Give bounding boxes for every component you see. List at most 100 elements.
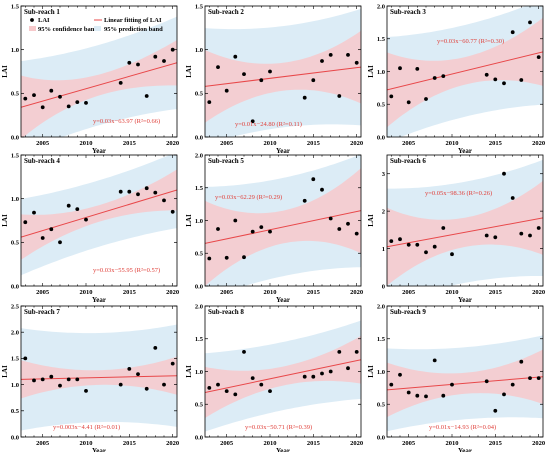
data-point xyxy=(510,196,515,200)
data-point xyxy=(536,226,541,230)
plot-area xyxy=(387,159,543,286)
data-point xyxy=(268,229,272,234)
fit-equation: y=0.03x−62.29 (R²=0.29) xyxy=(215,194,282,201)
data-point xyxy=(153,346,158,350)
y-tick-label: 1.5 xyxy=(11,3,20,10)
data-point xyxy=(40,377,45,382)
plot-frame xyxy=(386,154,544,287)
data-point xyxy=(398,66,402,71)
y-tick-label: 0.0 xyxy=(11,134,19,141)
data-point xyxy=(127,60,132,65)
data-point xyxy=(268,389,272,393)
x-tick-label: 2005 xyxy=(402,289,416,296)
data-point xyxy=(207,386,212,390)
panel-sub-reach-9: 0.0 0.5 1.0 1.5 2.0 2005 2010 2015 2020 Year LAI Su… xyxy=(367,303,545,452)
x-tick-label: 2010 xyxy=(80,140,93,147)
data-point xyxy=(58,94,62,99)
data-point xyxy=(136,192,140,197)
data-point xyxy=(40,236,45,240)
data-point xyxy=(528,376,532,380)
data-point xyxy=(84,389,88,393)
y-tick-label: 1.0 xyxy=(195,218,203,225)
data-point xyxy=(224,88,229,93)
plot-area xyxy=(205,8,361,137)
data-point xyxy=(441,74,446,78)
y-axis-label: LAI xyxy=(1,365,9,378)
data-point xyxy=(328,369,333,374)
data-point xyxy=(170,47,175,52)
x-tick-label: 2015 xyxy=(307,289,321,296)
panel-title: Sub-reach 2 xyxy=(208,8,244,16)
data-point xyxy=(118,189,123,194)
data-point xyxy=(302,95,307,100)
data-point xyxy=(49,88,54,93)
y-axis-label: LAI xyxy=(185,365,193,378)
x-tick-label: 2010 xyxy=(446,289,459,296)
plot-frame xyxy=(20,154,178,287)
x-tick-label: 2015 xyxy=(123,140,137,147)
data-point xyxy=(337,227,342,231)
data-point xyxy=(118,81,123,85)
data-point xyxy=(432,358,437,363)
data-point xyxy=(84,217,88,222)
data-point xyxy=(302,374,307,379)
fit-line xyxy=(21,62,177,108)
fit-equation: y=0.03x−63.97 (R²=0.66) xyxy=(93,118,160,125)
y-tick-label: 1.5 xyxy=(195,185,204,192)
data-point xyxy=(484,72,489,77)
data-point xyxy=(302,198,307,203)
data-point xyxy=(153,190,158,195)
plot-area xyxy=(21,324,177,431)
x-tick-label: 2010 xyxy=(446,140,459,147)
x-tick-label: 2015 xyxy=(123,440,137,447)
data-point xyxy=(502,171,506,176)
panel-title: Sub-reach 5 xyxy=(208,157,244,165)
data-point xyxy=(424,250,428,255)
data-point xyxy=(250,229,255,234)
x-tick-label: 2015 xyxy=(307,140,321,147)
data-point xyxy=(233,54,238,59)
x-tick-label: 2020 xyxy=(166,140,179,147)
plot-area xyxy=(387,335,543,432)
data-point xyxy=(389,382,394,387)
confidence-band xyxy=(205,335,361,418)
x-axis-label: Year xyxy=(92,296,106,304)
data-point xyxy=(144,186,149,191)
y-tick-label: 1.0 xyxy=(11,47,19,54)
data-point xyxy=(484,233,489,238)
y-tick-label: 0.0 xyxy=(377,434,385,441)
data-point xyxy=(32,210,36,215)
y-tick-label: 1.5 xyxy=(11,152,20,159)
data-point xyxy=(311,177,316,182)
data-point xyxy=(136,62,140,67)
fit-line xyxy=(387,376,543,391)
data-point xyxy=(170,209,175,214)
y-tick-label: 1.0 xyxy=(195,369,203,376)
y-tick-label: 2.0 xyxy=(195,152,203,159)
plot-area xyxy=(205,155,361,286)
y-tick-label: 0.5 xyxy=(377,402,386,409)
data-point xyxy=(519,78,524,82)
plot-frame xyxy=(204,5,362,138)
fit-equation: y=0.05x−98.36 (R²=0.26) xyxy=(425,190,492,197)
panel-title: Sub-reach 1 xyxy=(24,8,60,16)
data-point xyxy=(441,393,446,398)
confidence-band xyxy=(21,169,177,260)
data-point xyxy=(415,67,420,71)
data-point xyxy=(127,189,132,194)
x-tick-label: 2015 xyxy=(123,289,137,296)
y-tick-label: 1.5 xyxy=(195,336,204,343)
y-tick-label: 0.0 xyxy=(195,134,203,141)
y-tick-label: 1.5 xyxy=(377,36,386,43)
y-tick-label: 2.0 xyxy=(195,303,203,310)
data-point xyxy=(49,374,54,379)
x-tick-label: 2005 xyxy=(36,140,50,147)
fit-line xyxy=(21,189,177,238)
x-tick-label: 2015 xyxy=(489,140,503,147)
data-point xyxy=(337,94,342,98)
plot-frame xyxy=(20,5,178,138)
y-tick-label: 0.5 xyxy=(11,240,20,247)
panel-title: Sub-reach 7 xyxy=(24,308,60,316)
y-tick-label: 0.0 xyxy=(195,434,203,441)
data-point xyxy=(510,30,515,35)
